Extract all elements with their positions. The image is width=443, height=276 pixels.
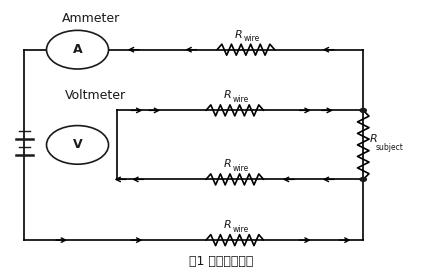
Text: subject: subject [375,143,403,152]
Text: R: R [224,90,231,100]
Text: Voltmeter: Voltmeter [65,89,126,102]
Text: Ammeter: Ammeter [62,12,120,25]
Text: wire: wire [244,34,260,43]
Text: R: R [224,159,231,169]
Circle shape [360,177,366,181]
Text: 图1 四线制测电阵: 图1 四线制测电阵 [189,255,254,268]
Text: R: R [224,220,231,230]
Circle shape [47,30,109,69]
Text: V: V [73,138,82,152]
Text: R: R [235,30,242,39]
Text: wire: wire [233,95,249,104]
Text: R: R [370,134,377,144]
Text: wire: wire [233,225,249,233]
Circle shape [360,108,366,112]
Text: A: A [73,43,82,56]
Text: wire: wire [233,164,249,173]
Circle shape [47,126,109,164]
